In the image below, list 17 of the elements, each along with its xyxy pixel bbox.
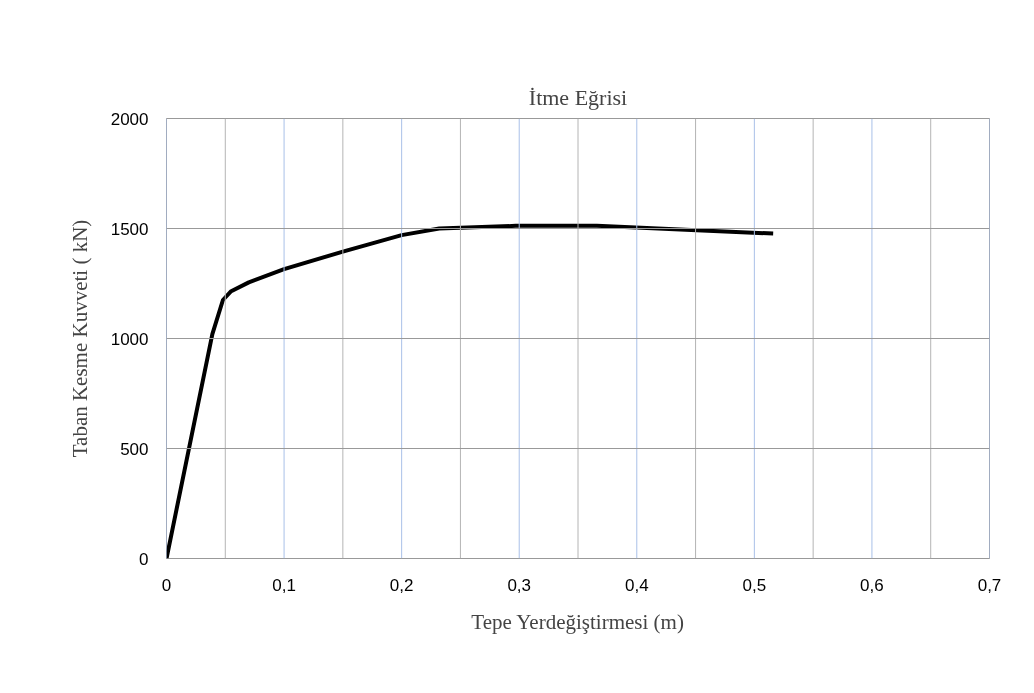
- x-axis-title: Tepe Yerdeğiştirmesi (m): [471, 609, 684, 634]
- y-tick-label: 2000: [110, 109, 149, 129]
- y-tick-label: 1500: [110, 219, 149, 239]
- x-tick-label: 0,1: [272, 575, 296, 595]
- y-axis-title: Taban Kesme Kuvveti ( kN): [67, 219, 92, 458]
- x-tick-label: 0,2: [389, 575, 414, 595]
- x-tick-label: 0,3: [507, 575, 532, 595]
- y-tick-label: 500: [120, 439, 149, 459]
- x-tick-label: 0,5: [742, 575, 767, 595]
- x-tick-label: 0,6: [860, 575, 884, 595]
- y-tick-label: 0: [139, 549, 149, 569]
- line-series: [166, 223, 776, 559]
- y-tick-label: 1000: [110, 329, 149, 349]
- x-tick-label: 0,7: [977, 575, 1002, 595]
- chart-title: İtme Eğrisi: [528, 84, 628, 110]
- x-tick-label: 0: [161, 575, 172, 595]
- x-tick-label: 0,4: [624, 575, 649, 595]
